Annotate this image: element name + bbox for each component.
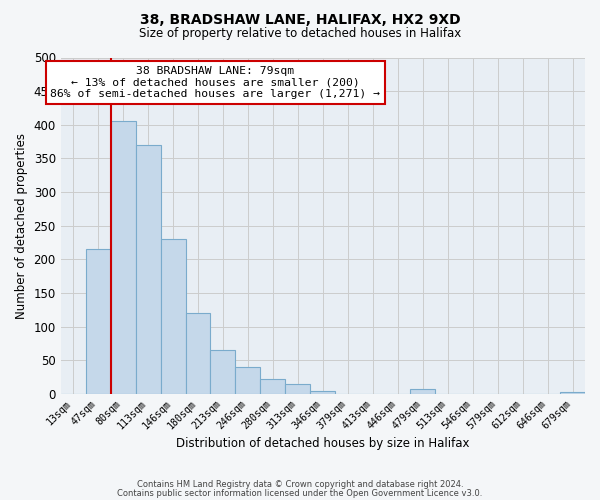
Bar xyxy=(235,367,260,394)
Text: Size of property relative to detached houses in Halifax: Size of property relative to detached ho… xyxy=(139,28,461,40)
Bar xyxy=(86,250,110,394)
Y-axis label: Number of detached properties: Number of detached properties xyxy=(15,133,28,319)
Bar xyxy=(260,379,286,394)
Bar xyxy=(410,388,435,394)
Bar xyxy=(136,145,161,394)
Text: Contains public sector information licensed under the Open Government Licence v3: Contains public sector information licen… xyxy=(118,488,482,498)
Bar xyxy=(286,384,310,394)
Bar xyxy=(560,392,585,394)
Text: 38 BRADSHAW LANE: 79sqm
← 13% of detached houses are smaller (200)
86% of semi-d: 38 BRADSHAW LANE: 79sqm ← 13% of detache… xyxy=(50,66,380,99)
Bar xyxy=(110,122,136,394)
Text: 38, BRADSHAW LANE, HALIFAX, HX2 9XD: 38, BRADSHAW LANE, HALIFAX, HX2 9XD xyxy=(140,12,460,26)
Bar xyxy=(211,350,235,394)
Bar xyxy=(185,314,211,394)
Text: Contains HM Land Registry data © Crown copyright and database right 2024.: Contains HM Land Registry data © Crown c… xyxy=(137,480,463,489)
X-axis label: Distribution of detached houses by size in Halifax: Distribution of detached houses by size … xyxy=(176,437,470,450)
Bar xyxy=(310,390,335,394)
Bar xyxy=(161,239,185,394)
